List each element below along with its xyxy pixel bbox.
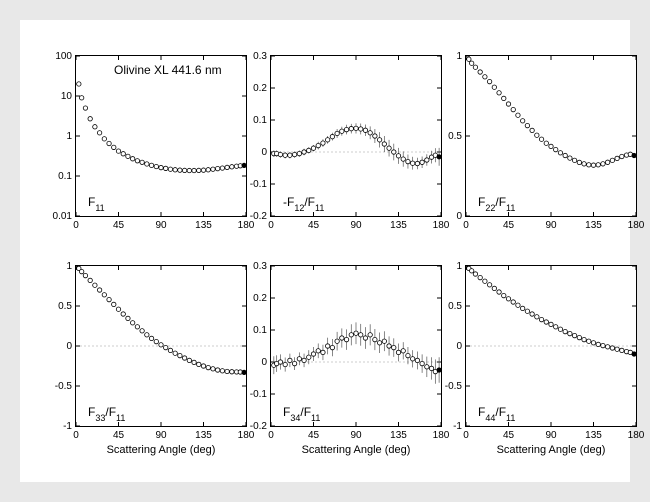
svg-text:-0.5: -0.5 bbox=[445, 381, 463, 392]
svg-text:1: 1 bbox=[456, 51, 462, 62]
svg-text:Scattering Angle (deg): Scattering Angle (deg) bbox=[107, 444, 216, 456]
svg-text:0.5: 0.5 bbox=[58, 301, 72, 312]
svg-text:F22/F11: F22/F11 bbox=[478, 195, 515, 213]
panel-F34F11: 04590135180-0.2-0.100.10.20.3F34/F11Scat… bbox=[270, 265, 442, 427]
svg-text:0.2: 0.2 bbox=[253, 293, 267, 304]
svg-text:-0.5: -0.5 bbox=[55, 381, 73, 392]
svg-text:45: 45 bbox=[308, 220, 320, 231]
svg-text:-1: -1 bbox=[453, 421, 462, 432]
svg-text:-0.2: -0.2 bbox=[250, 421, 268, 432]
svg-text:135: 135 bbox=[585, 220, 602, 231]
svg-text:0: 0 bbox=[456, 211, 462, 222]
svg-text:135: 135 bbox=[195, 220, 212, 231]
svg-text:45: 45 bbox=[113, 430, 125, 441]
panel-F22F11: 0459013518000.51F22/F11 bbox=[465, 55, 637, 217]
svg-text:10: 10 bbox=[61, 91, 73, 102]
svg-text:0.1: 0.1 bbox=[58, 171, 72, 182]
svg-text:0: 0 bbox=[463, 220, 469, 231]
svg-text:0: 0 bbox=[73, 220, 79, 231]
svg-text:180: 180 bbox=[433, 430, 450, 441]
svg-text:180: 180 bbox=[628, 430, 645, 441]
svg-text:F33/F11: F33/F11 bbox=[88, 405, 125, 423]
svg-text:-1: -1 bbox=[63, 421, 72, 432]
svg-text:0: 0 bbox=[456, 341, 462, 352]
svg-text:F44/F11: F44/F11 bbox=[478, 405, 515, 423]
panel-F44F11: 04590135180-1-0.500.51F44/F11Scattering … bbox=[465, 265, 637, 427]
svg-text:45: 45 bbox=[503, 220, 515, 231]
svg-text:1: 1 bbox=[66, 261, 72, 272]
svg-text:F11: F11 bbox=[88, 195, 105, 213]
svg-text:90: 90 bbox=[155, 430, 167, 441]
svg-text:-0.2: -0.2 bbox=[250, 211, 268, 222]
svg-text:0.5: 0.5 bbox=[448, 131, 462, 142]
svg-text:135: 135 bbox=[585, 430, 602, 441]
svg-text:90: 90 bbox=[155, 220, 167, 231]
figure-canvas: 045901351800.010.1110100F11Olivine XL 44… bbox=[20, 20, 630, 482]
svg-text:0.5: 0.5 bbox=[448, 301, 462, 312]
svg-text:0: 0 bbox=[73, 430, 79, 441]
svg-text:135: 135 bbox=[390, 220, 407, 231]
svg-text:1: 1 bbox=[66, 131, 72, 142]
svg-text:0.1: 0.1 bbox=[253, 325, 267, 336]
svg-text:45: 45 bbox=[308, 430, 320, 441]
svg-text:1: 1 bbox=[456, 261, 462, 272]
svg-text:0.1: 0.1 bbox=[253, 115, 267, 126]
panel-mF12F11: 04590135180-0.2-0.100.10.20.3-F12/F11 bbox=[270, 55, 442, 217]
svg-text:0: 0 bbox=[66, 341, 72, 352]
svg-text:90: 90 bbox=[350, 220, 362, 231]
svg-text:0: 0 bbox=[463, 430, 469, 441]
svg-text:0.3: 0.3 bbox=[253, 51, 267, 62]
svg-text:0.2: 0.2 bbox=[253, 83, 267, 94]
svg-text:90: 90 bbox=[545, 220, 557, 231]
annotation-text: Olivine XL 441.6 nm bbox=[114, 63, 222, 77]
svg-text:0.3: 0.3 bbox=[253, 261, 267, 272]
svg-text:F34/F11: F34/F11 bbox=[283, 405, 320, 423]
svg-text:90: 90 bbox=[545, 430, 557, 441]
svg-text:180: 180 bbox=[628, 220, 645, 231]
svg-text:100: 100 bbox=[55, 51, 72, 62]
svg-text:45: 45 bbox=[113, 220, 125, 231]
svg-text:Scattering Angle (deg): Scattering Angle (deg) bbox=[302, 444, 411, 456]
panel-F11: 045901351800.010.1110100F11Olivine XL 44… bbox=[75, 55, 247, 217]
svg-text:0: 0 bbox=[268, 430, 274, 441]
svg-text:0: 0 bbox=[268, 220, 274, 231]
svg-text:135: 135 bbox=[390, 430, 407, 441]
svg-text:-F12/F11: -F12/F11 bbox=[283, 195, 324, 213]
svg-text:180: 180 bbox=[433, 220, 450, 231]
svg-text:-0.1: -0.1 bbox=[250, 179, 268, 190]
svg-text:0: 0 bbox=[261, 357, 267, 368]
svg-text:0.01: 0.01 bbox=[53, 211, 73, 222]
svg-text:0: 0 bbox=[261, 147, 267, 158]
svg-text:135: 135 bbox=[195, 430, 212, 441]
svg-text:-0.1: -0.1 bbox=[250, 389, 268, 400]
panel-F33F11: 04590135180-1-0.500.51F33/F11Scattering … bbox=[75, 265, 247, 427]
svg-text:45: 45 bbox=[503, 430, 515, 441]
svg-text:90: 90 bbox=[350, 430, 362, 441]
svg-text:Scattering Angle (deg): Scattering Angle (deg) bbox=[497, 444, 606, 456]
